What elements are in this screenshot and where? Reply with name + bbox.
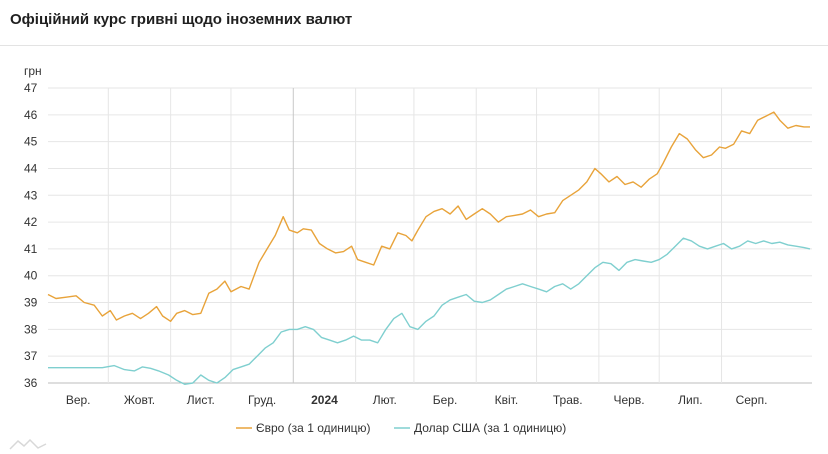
x-tick-label: Бер. (433, 393, 458, 407)
y-tick-label: 40 (24, 269, 38, 283)
legend-label: Євро (за 1 одиницю) (256, 421, 371, 435)
x-tick-label: Груд. (248, 393, 276, 407)
y-axis-unit-label: грн (24, 64, 42, 78)
series-line-0[interactable] (47, 111, 810, 322)
y-tick-label: 43 (24, 188, 38, 202)
logo-icon (9, 438, 47, 450)
y-tick-label: 45 (24, 135, 38, 149)
y-tick-label: 42 (24, 215, 38, 229)
page-header: Офіційний курс гривні щодо іноземних вал… (0, 0, 828, 46)
axis-layer: 36 37 38 39 40 41 42 43 44 45 46 47 грн Вер. Жовт. Лист… (24, 64, 767, 407)
legend-item-0[interactable]: Євро (за 1 одиницю) (236, 421, 371, 435)
series-line-1[interactable] (48, 237, 811, 385)
x-tick-label: Лист. (187, 393, 215, 407)
y-tick-label: 41 (24, 242, 38, 256)
grid-layer (48, 87, 812, 384)
x-tick-label: Квіт. (495, 393, 519, 407)
x-tick-label: Вер. (66, 393, 91, 407)
x-tick-label: Серп. (736, 393, 768, 407)
y-tick-label: 38 (24, 322, 38, 336)
y-tick-label: 44 (24, 161, 38, 175)
x-tick-label: Трав. (553, 393, 583, 407)
legend-item-1[interactable]: Долар США (за 1 одиницю) (394, 421, 566, 435)
y-tick-label: 46 (24, 108, 38, 122)
page-title: Офіційний курс гривні щодо іноземних вал… (10, 11, 353, 28)
y-tick-label: 37 (24, 349, 38, 363)
legend-label: Долар США (за 1 одиницю) (414, 421, 566, 435)
y-tick-label: 36 (24, 376, 38, 390)
series-layer (47, 111, 811, 385)
x-tick-label: 2024 (311, 393, 338, 407)
x-tick-label: Лип. (678, 393, 702, 407)
legend[interactable]: Євро (за 1 одиницю) Долар США (за 1 одини… (236, 421, 566, 435)
x-tick-label: Жовт. (124, 393, 155, 407)
x-tick-label: Черв. (614, 393, 645, 407)
y-tick-label: 39 (24, 296, 38, 310)
x-tick-label: Лют. (373, 393, 397, 407)
y-tick-label: 47 (24, 81, 38, 95)
